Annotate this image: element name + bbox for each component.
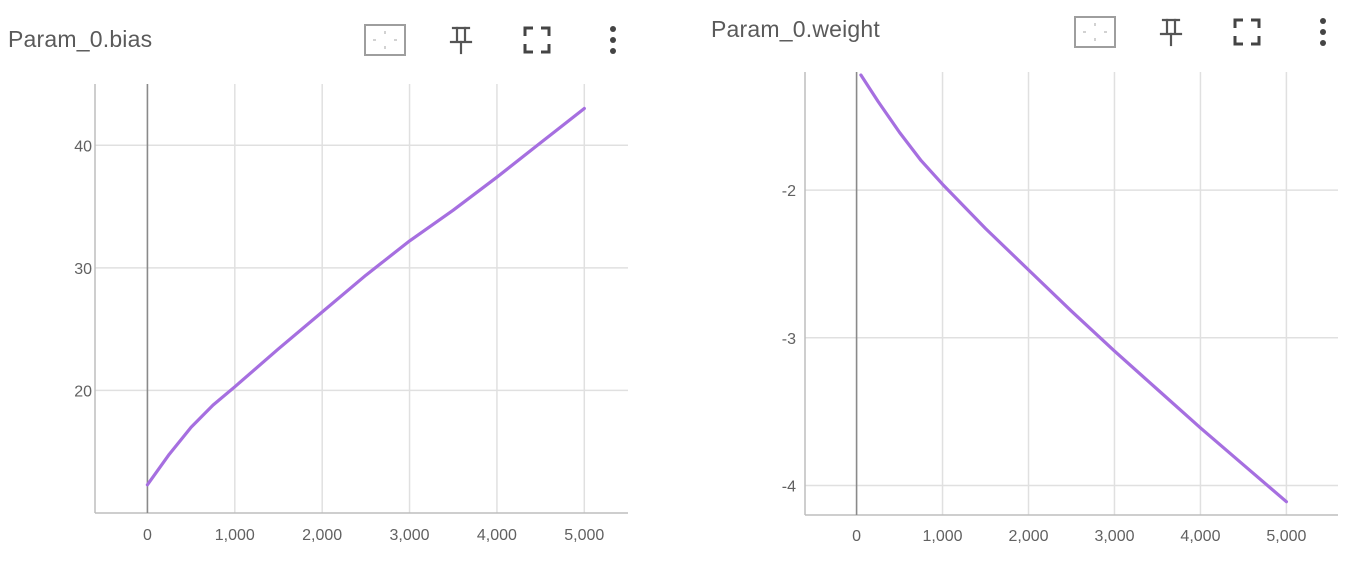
fit-domain-button[interactable] (1070, 12, 1120, 52)
pin-button[interactable] (436, 20, 486, 60)
series-line (145, 106, 586, 487)
x-tick-label: 2,000 (1008, 528, 1048, 545)
x-tick-label: 2,000 (302, 527, 342, 544)
pin-button[interactable] (1146, 12, 1196, 52)
card-toolbar (360, 20, 664, 60)
card-title: Param_0.bias (8, 26, 153, 52)
line-chart-weight: 0 1,000 2,000 3,000 4,000 5,000 -4 -3 -2 (782, 72, 1338, 545)
more-options-button[interactable] (588, 20, 638, 60)
y-tick-label: 40 (74, 138, 92, 155)
fit-domain-button[interactable] (360, 20, 410, 60)
fit-domain-icon (364, 24, 406, 56)
y-tick-label: -4 (782, 478, 796, 495)
more-options-button[interactable] (1298, 12, 1346, 52)
y-tick-label: 30 (74, 261, 92, 278)
x-tick-label: 0 (143, 527, 152, 544)
x-tick-label: 0 (852, 528, 861, 545)
x-tick-label: 1,000 (923, 528, 963, 545)
x-tick-label: 4,000 (477, 527, 517, 544)
chart-card-bias: Param_0.bias (0, 0, 660, 562)
chart-card-weight: Param_0.weight (700, 0, 1346, 562)
x-tick-label: 5,000 (1266, 528, 1306, 545)
line-chart-bias: 0 1,000 2,000 3,000 4,000 5,000 20 30 40 (74, 84, 628, 544)
y-tick-label: -3 (782, 331, 796, 348)
x-tick-label: 4,000 (1180, 528, 1220, 545)
pin-icon (449, 26, 473, 55)
more-vert-icon (1320, 18, 1326, 46)
fit-domain-icon (1074, 16, 1116, 48)
fullscreen-button[interactable] (512, 20, 562, 60)
y-tick-label: 20 (74, 383, 92, 400)
series-line (859, 73, 1289, 504)
more-vert-icon (610, 26, 616, 54)
x-tick-label: 1,000 (215, 527, 255, 544)
x-tick-label: 3,000 (1094, 528, 1134, 545)
card-title: Param_0.weight (711, 16, 880, 42)
y-tick-label: -2 (782, 183, 796, 200)
fullscreen-icon (523, 26, 551, 54)
card-toolbar (1070, 12, 1346, 52)
pin-icon (1159, 18, 1183, 47)
x-tick-label: 5,000 (564, 527, 604, 544)
grid (805, 72, 1338, 515)
x-tick-label: 3,000 (390, 527, 430, 544)
fullscreen-icon (1233, 18, 1261, 46)
fullscreen-button[interactable] (1222, 12, 1272, 52)
